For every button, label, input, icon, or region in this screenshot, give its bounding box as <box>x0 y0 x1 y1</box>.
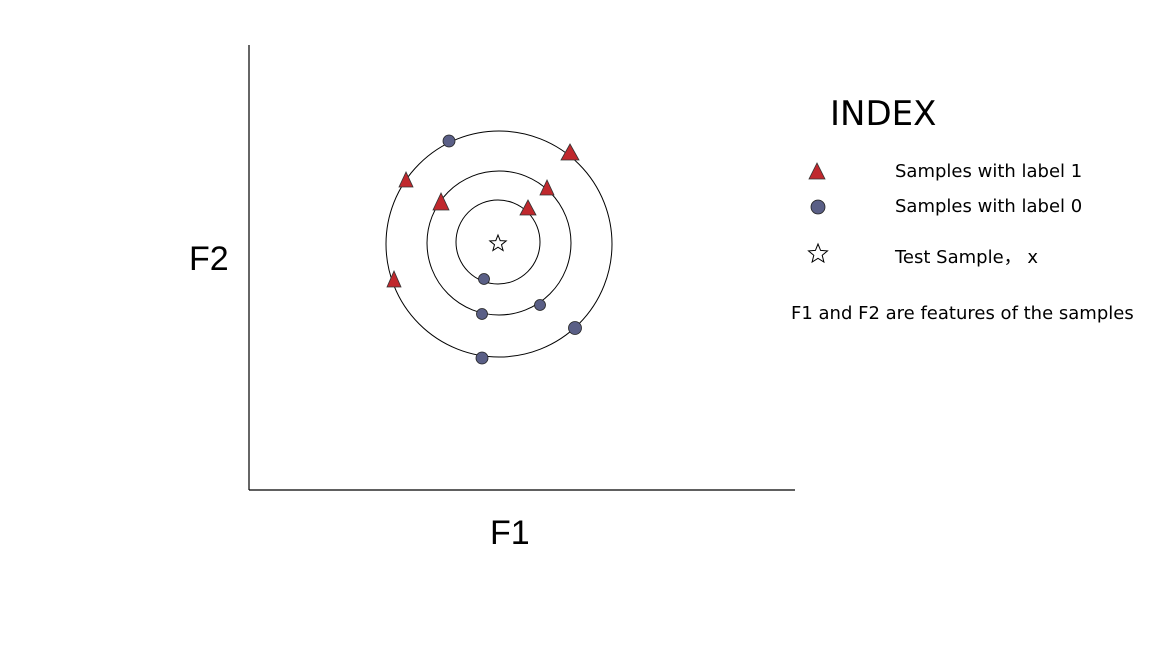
x-axis-label: F1 <box>490 514 530 552</box>
sample-label-1 <box>539 179 555 196</box>
inner-ring <box>455 199 541 285</box>
sample-label-1 <box>432 192 450 211</box>
sample-label-0 <box>442 134 456 148</box>
triangle-icon <box>808 162 826 180</box>
sample-label-0 <box>475 351 489 365</box>
test-sample-star <box>488 233 508 252</box>
outer-ring <box>385 130 613 358</box>
sample-label-1 <box>386 270 402 288</box>
sample-label-1 <box>519 199 537 216</box>
star-icon <box>807 242 829 264</box>
circle-icon <box>810 199 826 215</box>
sample-label-1 <box>560 143 580 161</box>
sample-label-0 <box>568 321 582 335</box>
sample-label-1 <box>398 171 414 188</box>
sample-label-0 <box>476 308 488 320</box>
middle-ring <box>426 170 572 316</box>
sample-label-0 <box>534 299 546 311</box>
y-axis-label: F2 <box>189 240 229 278</box>
sample-label-0 <box>478 273 490 285</box>
